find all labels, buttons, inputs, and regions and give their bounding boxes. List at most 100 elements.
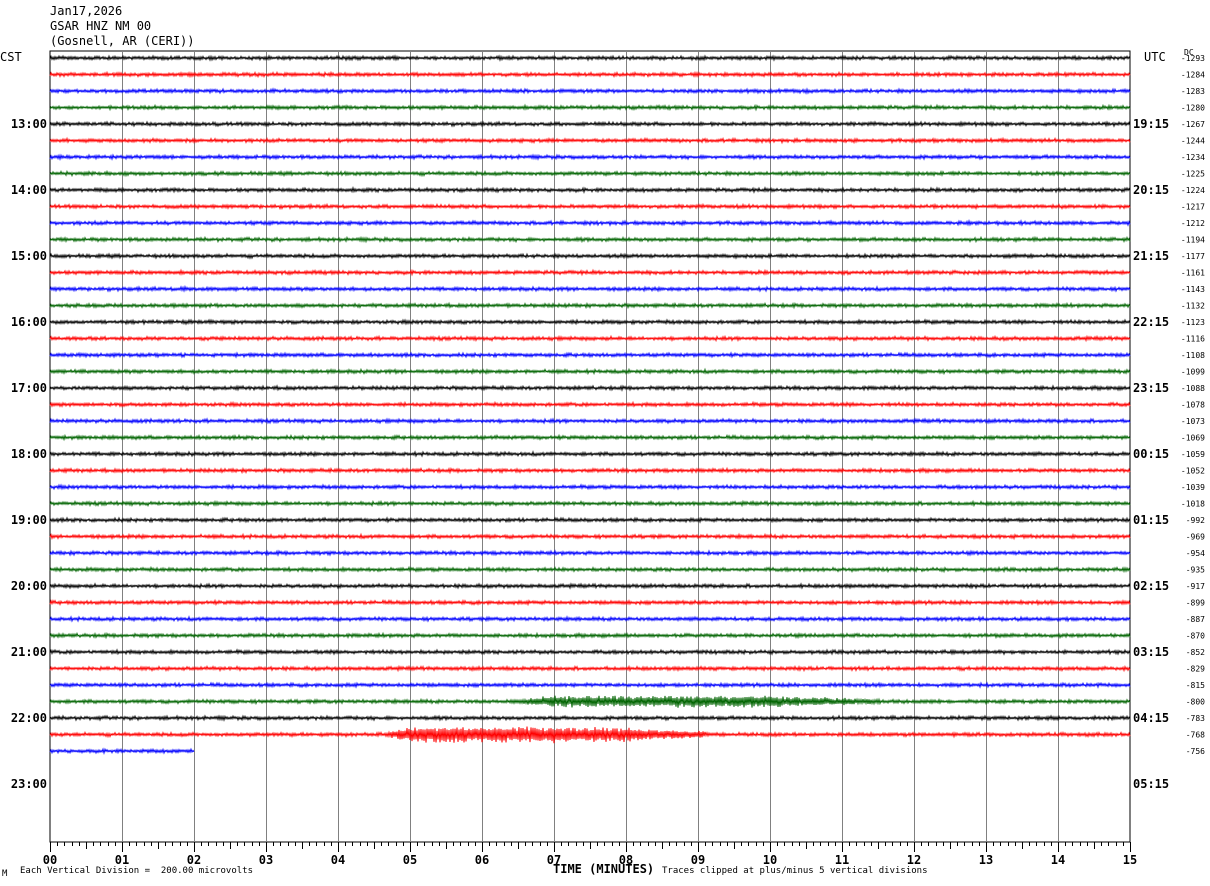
dc-offset-label: -1244 <box>1181 137 1205 146</box>
x-tick-label: 12 <box>907 853 921 867</box>
trace-line <box>49 334 1131 343</box>
corner-mark: M <box>2 869 8 879</box>
trace-line <box>49 219 1131 227</box>
dc-offset-label: -1039 <box>1181 483 1205 492</box>
x-tick-label: 01 <box>115 853 129 867</box>
x-tick-label: 00 <box>43 853 57 867</box>
trace-line <box>49 726 1131 744</box>
trace-line <box>49 516 1131 524</box>
trace-line <box>49 598 1131 607</box>
trace-line <box>49 252 1131 260</box>
utc-label: UTC <box>1144 50 1166 64</box>
dc-offset-label: -954 <box>1186 549 1205 558</box>
dc-offset-label: -969 <box>1186 533 1205 542</box>
utc-hour-label: 22:15 <box>1133 315 1169 329</box>
trace-line <box>49 351 1131 359</box>
header-station: GSAR HNZ NM 00 <box>50 19 152 33</box>
trace-line <box>49 301 1131 310</box>
trace-line <box>49 384 1131 392</box>
dc-offset-label: -917 <box>1186 582 1205 591</box>
dc-offset-label: -1234 <box>1181 153 1205 162</box>
dc-offset-label: -829 <box>1186 665 1205 674</box>
trace-line <box>49 549 1131 557</box>
dc-offset-label: -756 <box>1186 747 1205 756</box>
dc-offset-label: -1123 <box>1181 318 1205 327</box>
utc-hour-label: 03:15 <box>1133 645 1169 659</box>
x-tick-label: 15 <box>1123 853 1137 867</box>
cst-hour-label: 20:00 <box>11 579 47 593</box>
dc-offset-label: -1224 <box>1181 186 1205 195</box>
dc-offset-label: -815 <box>1186 681 1205 690</box>
plot-frame <box>49 50 1131 843</box>
trace-line <box>49 153 1131 161</box>
trace-line <box>49 466 1131 475</box>
minute-grid <box>49 50 1131 843</box>
x-tick-label: 04 <box>331 853 345 867</box>
x-tick-label: 09 <box>691 853 705 867</box>
cst-hour-label: 17:00 <box>11 381 47 395</box>
dc-offset-label: -1225 <box>1181 170 1205 179</box>
trace-line <box>49 483 1131 491</box>
dc-offset-label: -1161 <box>1181 269 1205 278</box>
utc-hour-label: 21:15 <box>1133 249 1169 263</box>
utc-hour-label: 02:15 <box>1133 579 1169 593</box>
x-axis: 00 01 02 03 04 05 06 07 08 09 10 11 12 13 14 15 <box>43 842 1137 867</box>
header-location: (Gosnell, AR (CERI)) <box>50 34 195 48</box>
dc-offset-group: -1293 -1284 -1283 -1280 -1267 -1244 -1234 -1225… <box>1181 54 1205 756</box>
trace-line <box>49 70 1131 79</box>
trace-line <box>49 136 1131 145</box>
x-tick-label: 03 <box>259 853 273 867</box>
dc-offset-label: -783 <box>1186 714 1205 723</box>
dc-offset-label: -1177 <box>1181 252 1205 261</box>
trace-line <box>49 664 1131 673</box>
cst-hour-label: 19:00 <box>11 513 47 527</box>
utc-hour-label: 01:15 <box>1133 513 1169 527</box>
cst-hour-label: 22:00 <box>11 711 47 725</box>
cst-hour-label: 18:00 <box>11 447 47 461</box>
x-tick-label: 14 <box>1051 853 1065 867</box>
x-axis-title: TIME (MINUTES) <box>553 862 655 876</box>
utc-hour-label: 23:15 <box>1133 381 1169 395</box>
trace-line <box>49 615 1131 623</box>
utc-hour-label: 20:15 <box>1133 183 1169 197</box>
x-tick-label: 08 <box>619 853 633 867</box>
utc-hour-label: 05:15 <box>1133 777 1169 791</box>
dc-offset-label: -1293 <box>1181 54 1205 63</box>
dc-offset-label: -1059 <box>1181 450 1205 459</box>
x-tick-label: 05 <box>403 853 417 867</box>
trace-line <box>49 202 1131 211</box>
dc-offset-label: -899 <box>1186 599 1205 608</box>
cst-hour-label: 16:00 <box>11 315 47 329</box>
trace-line <box>49 103 1131 112</box>
x-tick-label: 13 <box>979 853 993 867</box>
x-tick-label: 10 <box>763 853 777 867</box>
trace-line <box>49 714 1131 722</box>
trace-line <box>49 185 1131 194</box>
trace-line <box>49 87 1131 95</box>
trace-line <box>49 582 1131 590</box>
trace-line <box>49 268 1131 277</box>
hour-label-group: 13:00 14:00 15:00 16:00 17:00 18:00 19:00 20:00… <box>11 117 1169 791</box>
cst-hour-label: 14:00 <box>11 183 47 197</box>
x-tick-label: 06 <box>475 853 489 867</box>
dc-offset-label: -1073 <box>1181 417 1205 426</box>
cst-label: CST <box>0 50 22 64</box>
dc-offset-label: -1283 <box>1181 87 1205 96</box>
dc-offset-label: -1116 <box>1181 335 1205 344</box>
dc-offset-label: -887 <box>1186 615 1205 624</box>
trace-line <box>49 235 1131 244</box>
cst-hour-label: 21:00 <box>11 645 47 659</box>
trace-line <box>49 54 1131 62</box>
cst-hour-label: 23:00 <box>11 777 47 791</box>
dc-offset-label: -1069 <box>1181 434 1205 443</box>
dc-offset-label: -1108 <box>1181 351 1205 360</box>
dc-offset-label: -1078 <box>1181 401 1205 410</box>
trace-line <box>49 169 1131 178</box>
scale-note: Each Vertical Division = 200.00 microvol… <box>20 866 253 876</box>
utc-hour-label: 00:15 <box>1133 447 1169 461</box>
dc-offset-label: -1212 <box>1181 219 1205 228</box>
dc-offset-label: -935 <box>1186 566 1205 575</box>
x-tick-label: 11 <box>835 853 849 867</box>
header-date: Jan17,2026 <box>50 4 123 18</box>
